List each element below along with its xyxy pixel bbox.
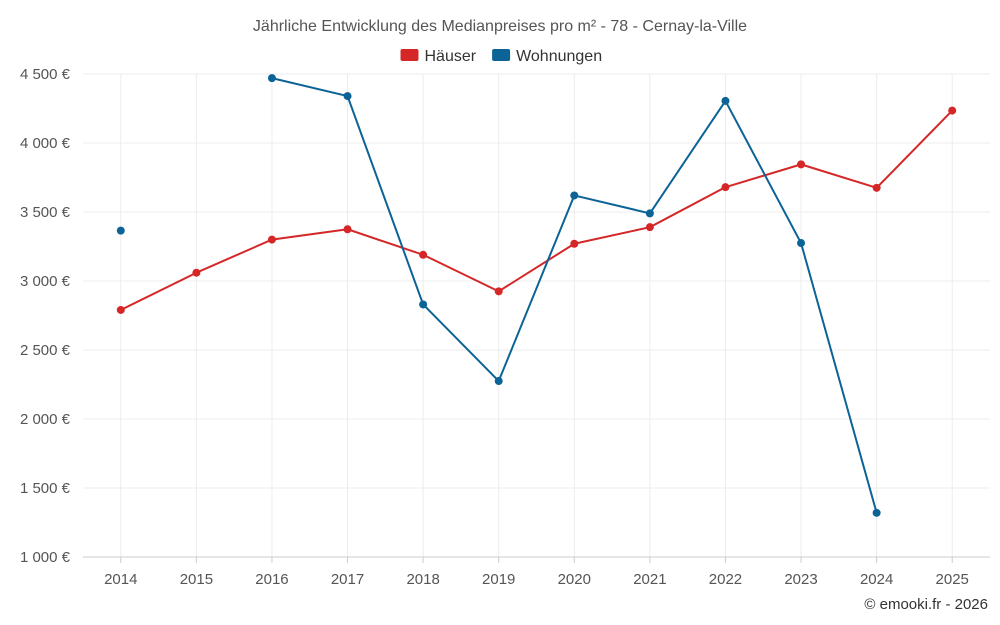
x-tick-label: 2022 xyxy=(709,571,742,588)
legend[interactable]: Häuser Wohnungen xyxy=(400,48,603,65)
legend-label: Häuser xyxy=(425,48,477,65)
data-point[interactable] xyxy=(721,96,730,105)
legend-swatch xyxy=(492,49,511,61)
x-tick-label: 2024 xyxy=(860,571,893,588)
data-point[interactable] xyxy=(948,106,957,115)
series-haeuser xyxy=(116,106,957,314)
data-point[interactable] xyxy=(721,183,730,192)
x-tick-label: 2017 xyxy=(331,571,364,588)
credit-text: © emooki.fr - 2026 xyxy=(864,596,988,613)
x-tick-label: 2020 xyxy=(558,571,591,588)
data-point[interactable] xyxy=(872,508,881,517)
y-tick-label: 3 000 € xyxy=(20,273,71,290)
data-point[interactable] xyxy=(192,268,201,277)
data-point[interactable] xyxy=(797,239,806,248)
y-tick-label: 2 000 € xyxy=(20,411,71,428)
data-point[interactable] xyxy=(570,239,579,248)
series-line xyxy=(120,109,953,311)
data-point[interactable] xyxy=(570,191,579,200)
x-tick-label: 2023 xyxy=(784,571,817,588)
x-tick-label: 2019 xyxy=(482,571,515,588)
axes: 1 000 € 1 500 € 2 000 € 2 500 € 3 000 € 3 500… xyxy=(20,66,990,588)
x-tick-label: 2021 xyxy=(633,571,666,588)
y-tick-label: 3 500 € xyxy=(20,204,71,221)
series-wohnungen xyxy=(116,74,881,517)
x-tick-label: 2014 xyxy=(104,571,137,588)
data-point[interactable] xyxy=(343,92,352,101)
data-point[interactable] xyxy=(267,235,276,244)
data-point[interactable] xyxy=(645,223,654,232)
legend-swatch xyxy=(400,49,419,61)
legend-label: Wohnungen xyxy=(516,48,602,65)
legend-item-haeuser[interactable]: Häuser xyxy=(400,48,477,65)
chart-title: Jährliche Entwicklung des Medianpreises … xyxy=(253,18,747,35)
data-point[interactable] xyxy=(797,160,806,169)
x-tick-label: 2015 xyxy=(180,571,213,588)
y-tick-label: 1 000 € xyxy=(20,549,71,566)
x-tick-label: 2016 xyxy=(255,571,288,588)
y-tick-label: 2 500 € xyxy=(20,342,71,359)
series-layer xyxy=(116,74,957,517)
data-point[interactable] xyxy=(419,250,428,259)
grid xyxy=(83,73,990,558)
data-point[interactable] xyxy=(494,287,503,296)
x-tick-label: 2025 xyxy=(936,571,969,588)
legend-item-wohnungen[interactable]: Wohnungen xyxy=(492,48,602,65)
data-point[interactable] xyxy=(267,74,276,83)
x-tick-label: 2018 xyxy=(406,571,439,588)
data-point[interactable] xyxy=(494,377,503,386)
data-point[interactable] xyxy=(116,305,125,314)
data-point[interactable] xyxy=(116,226,125,235)
data-point[interactable] xyxy=(343,225,352,234)
data-point[interactable] xyxy=(419,300,428,309)
data-point[interactable] xyxy=(645,209,654,218)
data-point[interactable] xyxy=(872,183,881,192)
y-tick-label: 4 000 € xyxy=(20,135,71,152)
y-tick-label: 1 500 € xyxy=(20,480,71,497)
y-tick-label: 4 500 € xyxy=(20,66,71,83)
